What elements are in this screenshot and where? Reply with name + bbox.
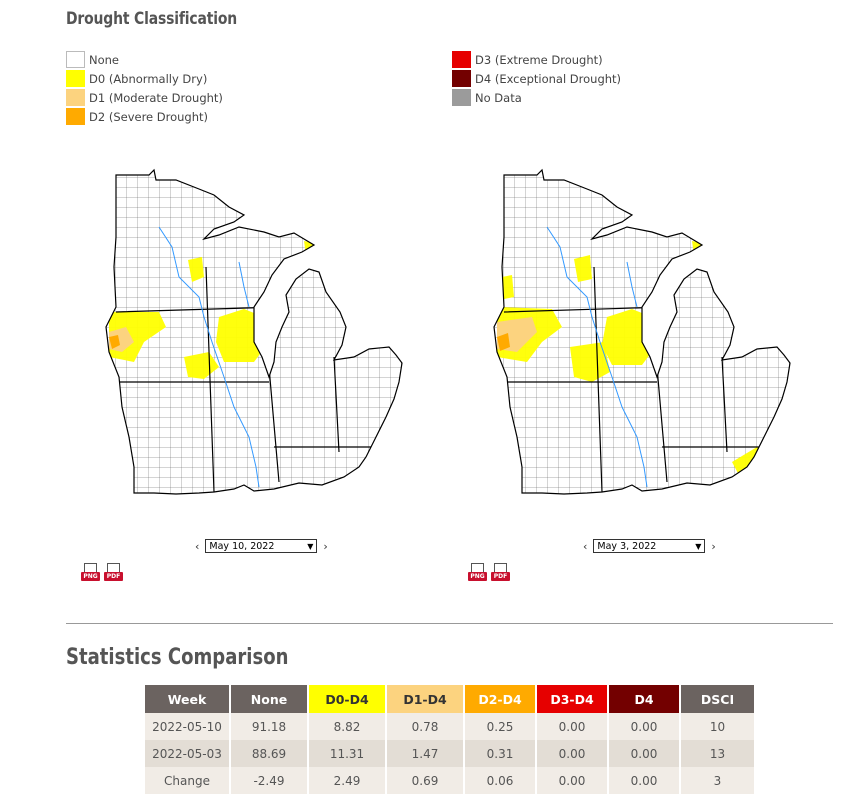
map-svg-current [105,168,403,495]
drought-map-previous [492,167,797,501]
legend-left: None D0 (Abnormally Dry) D1 (Moderate Dr… [66,50,223,126]
legend-item-d2: D2 (Severe Drought) [66,107,223,126]
pdf-download-icon[interactable]: PDF [104,563,123,582]
chevron-right-icon[interactable]: › [711,539,716,553]
stats-table: Week None D0-D4 D1-D4 D2-D4 D3-D4 D4 DSC… [143,685,756,794]
chevron-right-icon[interactable]: › [323,539,328,553]
table-row: 2022-05-03 88.69 11.31 1.47 0.31 0.00 0.… [145,740,754,767]
col-none: None [231,685,307,713]
swatch-d0 [66,70,85,87]
legend-item-no-data: No Data [452,88,621,107]
legend-label: No Data [475,90,522,105]
table-row: Change -2.49 2.49 0.69 0.06 0.00 0.00 3 [145,767,754,794]
legend-item-d1: D1 (Moderate Drought) [66,88,223,107]
map-svg-previous [493,168,791,495]
cell: 0.00 [537,713,607,740]
cell: 2022-05-10 [145,713,229,740]
divider [66,623,833,624]
chevron-down-icon: ▼ [307,541,314,551]
col-d3-d4: D3-D4 [537,685,607,713]
stats-header-row: Week None D0-D4 D1-D4 D2-D4 D3-D4 D4 DSC… [145,685,754,713]
date-nav-current: ‹ May 10, 2022 ▼ › [195,539,328,553]
cell: 0.00 [609,740,679,767]
cell: -2.49 [231,767,307,794]
download-icons-previous: PNG PDF [468,563,510,582]
cell: 0.00 [609,713,679,740]
legend-right: D3 (Extreme Drought) D4 (Exceptional Dro… [452,50,621,107]
legend-label: D1 (Moderate Drought) [89,90,223,105]
col-d0-d4: D0-D4 [309,685,385,713]
cell: 0.69 [387,767,463,794]
cell: 0.00 [609,767,679,794]
cell: 0.31 [465,740,535,767]
col-d1-d4: D1-D4 [387,685,463,713]
cell: 8.82 [309,713,385,740]
png-download-icon[interactable]: PNG [468,563,487,582]
d0-area-illinois [570,342,610,382]
cell: Change [145,767,229,794]
legend-label: D3 (Extreme Drought) [475,52,603,67]
swatch-d3 [452,51,471,68]
swatch-d4 [452,70,471,87]
cell: 0.00 [537,767,607,794]
cell: 13 [681,740,754,767]
cell: 0.06 [465,767,535,794]
cell: 2022-05-03 [145,740,229,767]
cell: 3 [681,767,754,794]
legend-label: None [89,52,120,67]
cell: 2.49 [309,767,385,794]
table-row: 2022-05-10 91.18 8.82 0.78 0.25 0.00 0.0… [145,713,754,740]
date-select-value: May 10, 2022 [209,540,275,552]
pdf-download-icon[interactable]: PDF [491,563,510,582]
stats-title: Statistics Comparison [66,645,289,670]
legend-item-d4: D4 (Exceptional Drought) [452,69,621,88]
download-icons-current: PNG PDF [81,563,123,582]
drought-map-current [104,167,409,501]
col-dsci: DSCI [681,685,754,713]
cell: 1.47 [387,740,463,767]
d0-area-kentucky [366,459,380,472]
cell: 10 [681,713,754,740]
legend-item-d3: D3 (Extreme Drought) [452,50,621,69]
swatch-d2 [66,108,85,125]
chevron-left-icon[interactable]: ‹ [583,539,588,553]
d2-area-iowa [109,335,120,349]
png-download-icon[interactable]: PNG [81,563,100,582]
col-week: Week [145,685,229,713]
d0-area-minnesota-west [502,275,514,299]
section-title: Drought Classification [66,9,238,29]
cell: 91.18 [231,713,307,740]
legend-label: D0 (Abnormally Dry) [89,71,208,86]
d0-area-minnesota [188,257,204,282]
d0-area-minnesota [574,255,592,282]
chevron-left-icon[interactable]: ‹ [195,539,200,553]
legend-item-none: None [66,50,223,69]
cell: 88.69 [231,740,307,767]
cell: 0.25 [465,713,535,740]
date-select-current[interactable]: May 10, 2022 ▼ [205,539,318,553]
cell: 11.31 [309,740,385,767]
cell: 0.00 [537,740,607,767]
legend-label: D4 (Exceptional Drought) [475,71,622,86]
legend-item-d0: D0 (Abnormally Dry) [66,69,223,88]
d2-area-iowa [497,333,510,351]
swatch-no-data [452,89,471,106]
date-select-previous[interactable]: May 3, 2022 ▼ [593,539,706,553]
swatch-d1 [66,89,85,106]
legend-label: D2 (Severe Drought) [89,109,209,124]
date-nav-previous: ‹ May 3, 2022 ▼ › [583,539,716,553]
cell: 0.78 [387,713,463,740]
col-d4: D4 [609,685,679,713]
date-select-value: May 3, 2022 [597,540,657,552]
chevron-down-icon: ▼ [695,541,702,551]
col-d2-d4: D2-D4 [465,685,535,713]
swatch-none [66,51,85,68]
